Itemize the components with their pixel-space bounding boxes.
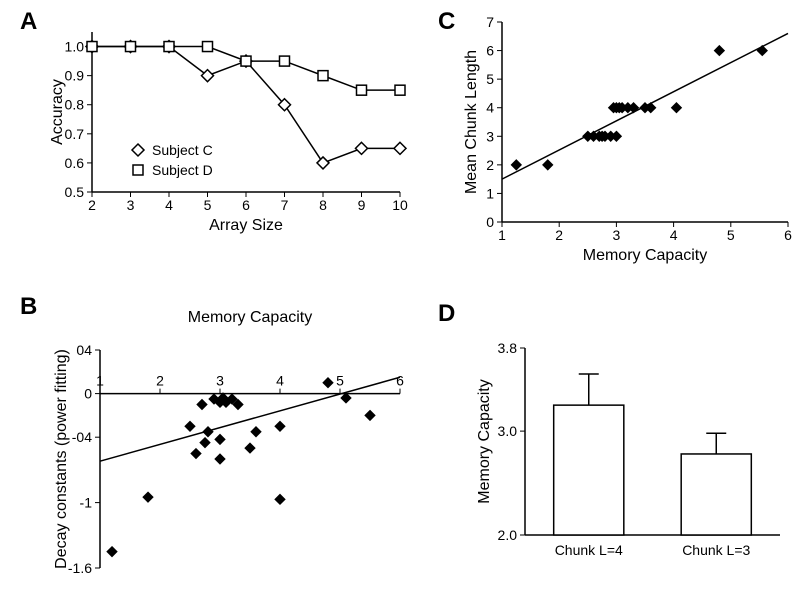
svg-text:6: 6	[396, 373, 404, 389]
svg-text:6: 6	[486, 43, 494, 59]
svg-text:0.8: 0.8	[65, 97, 85, 113]
svg-text:10: 10	[392, 197, 408, 213]
svg-text:4: 4	[486, 100, 494, 116]
panel-b: 1 2 3 4 5 6 -1.6 -1 -04 0 04 Memory Capacity Decay c…	[50, 300, 410, 578]
panel-b-label: B	[20, 293, 37, 321]
svg-text:Memory Capacity: Memory Capacity	[476, 379, 493, 503]
panel-c-label: C	[438, 8, 455, 36]
svg-text:Mean Chunk Length: Mean Chunk Length	[463, 50, 480, 194]
panel-a-svg: 2 3 4 5 6 7 8 9 10 0.5 0.6 0.7 0.8 0.9 1.0 Array Size Ac…	[50, 12, 410, 237]
svg-text:-1.6: -1.6	[68, 560, 92, 576]
svg-text:2: 2	[486, 157, 494, 173]
svg-text:1: 1	[486, 185, 494, 201]
svg-text:1: 1	[96, 373, 104, 389]
svg-text:Array Size: Array Size	[209, 217, 283, 234]
panel-d: 2.0 3.0 3.8 Memory Capacity Chunk L=4 Chunk L…	[470, 330, 790, 580]
svg-text:5: 5	[336, 373, 344, 389]
svg-text:-04: -04	[72, 429, 92, 445]
svg-text:Decay constants (power fitting: Decay constants (power fitting)	[53, 349, 70, 569]
svg-text:Accuracy: Accuracy	[49, 79, 66, 145]
svg-text:0.6: 0.6	[65, 155, 85, 171]
svg-text:2: 2	[156, 373, 164, 389]
panel-a: 2 3 4 5 6 7 8 9 10 0.5 0.6 0.7 0.8 0.9 1.0 Array Size Ac…	[50, 12, 410, 237]
svg-text:5: 5	[204, 197, 212, 213]
svg-text:3: 3	[613, 227, 621, 243]
svg-text:0.5: 0.5	[65, 184, 85, 200]
svg-text:7: 7	[486, 14, 494, 30]
svg-text:2: 2	[555, 227, 563, 243]
panel-b-svg: 1 2 3 4 5 6 -1.6 -1 -04 0 04 Memory Capacity Decay c…	[50, 300, 410, 578]
svg-text:6: 6	[242, 197, 250, 213]
svg-text:3: 3	[127, 197, 135, 213]
svg-text:-1: -1	[80, 495, 93, 511]
svg-text:1: 1	[498, 227, 506, 243]
panel-c: 12345601234567Memory CapacityMean Chunk …	[460, 12, 800, 262]
svg-text:2.0: 2.0	[498, 527, 518, 543]
svg-text:3.8: 3.8	[498, 340, 518, 356]
svg-text:4: 4	[165, 197, 173, 213]
svg-text:1.0: 1.0	[65, 39, 85, 55]
svg-text:4: 4	[276, 373, 284, 389]
svg-text:3: 3	[486, 128, 494, 144]
figure-root: A 23456789100.50.60.70.80.91.0Array Size…	[0, 0, 812, 598]
panel-d-svg: 2.0 3.0 3.8 Memory Capacity Chunk L=4 Chunk L…	[470, 330, 790, 580]
svg-text:3.0: 3.0	[498, 423, 518, 439]
svg-text:2: 2	[88, 197, 96, 213]
panel-c-svg: 12345601234567Memory CapacityMean Chunk …	[460, 12, 800, 262]
svg-text:3: 3	[216, 373, 224, 389]
svg-text:Chunk L=4: Chunk L=4	[555, 542, 623, 558]
svg-text:Memory Capacity: Memory Capacity	[188, 309, 312, 326]
svg-text:0: 0	[486, 214, 494, 230]
svg-text:7: 7	[281, 197, 289, 213]
svg-text:0.9: 0.9	[65, 68, 85, 84]
svg-text:8: 8	[319, 197, 327, 213]
panel-a-label: A	[20, 8, 37, 36]
svg-text:Chunk L=3: Chunk L=3	[682, 542, 750, 558]
svg-text:Subject C: Subject C	[152, 142, 213, 158]
svg-text:4: 4	[670, 227, 678, 243]
svg-text:04: 04	[76, 342, 92, 358]
panel-d-label: D	[438, 300, 455, 328]
svg-text:5: 5	[727, 227, 735, 243]
svg-text:Memory Capacity: Memory Capacity	[583, 247, 707, 264]
svg-text:9: 9	[358, 197, 366, 213]
svg-text:5: 5	[486, 71, 494, 87]
svg-text:0.7: 0.7	[65, 126, 85, 142]
svg-text:0: 0	[84, 386, 92, 402]
svg-text:Subject D: Subject D	[152, 162, 213, 178]
svg-text:6: 6	[784, 227, 792, 243]
